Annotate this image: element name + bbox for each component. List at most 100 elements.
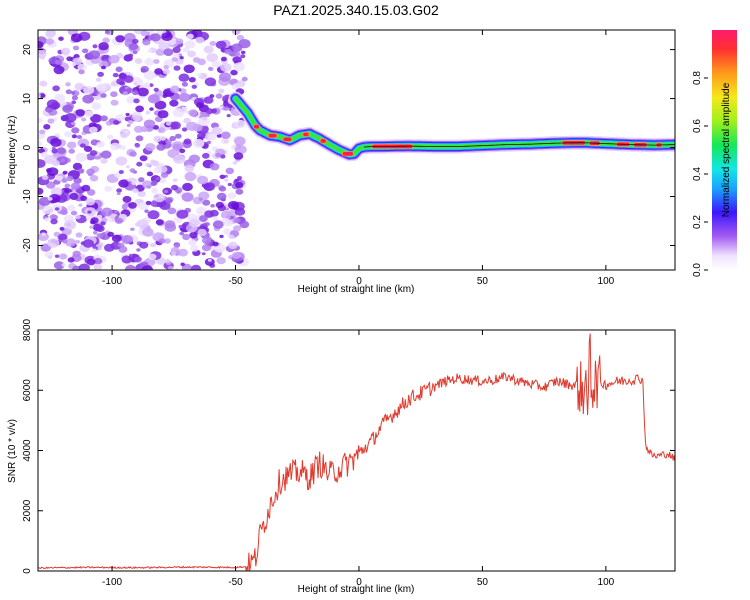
noise-blob [62, 170, 68, 175]
noise-blob [187, 50, 197, 58]
noise-blob [78, 263, 90, 270]
noise-blob [98, 42, 109, 51]
noise-blob [116, 78, 125, 85]
noise-blob [204, 77, 217, 87]
noise-blob [67, 141, 77, 149]
noise-blob [184, 171, 197, 182]
noise-blob [188, 109, 198, 117]
noise-blob [191, 84, 197, 89]
ridge-hot-core [342, 152, 354, 156]
noise-blob [215, 152, 222, 158]
noise-blob [41, 175, 49, 181]
noise-blob [197, 73, 202, 77]
noise-blob [207, 133, 217, 141]
noise-blob [39, 129, 46, 135]
noise-blob [223, 228, 232, 235]
noise-blob [44, 217, 50, 222]
noise-blob [151, 160, 160, 167]
noise-blob [224, 48, 232, 55]
noise-blob [134, 222, 141, 227]
noise-blob [220, 63, 232, 72]
noise-blob [71, 121, 76, 126]
noise-blob [233, 152, 244, 160]
noise-blob [89, 175, 99, 182]
noise-blob [87, 258, 96, 266]
colorbar-label: Normalized spectral amplitude [721, 82, 732, 217]
noise-blob [137, 87, 149, 97]
noise-blob [172, 46, 181, 54]
noise-blob [59, 226, 65, 231]
snr-xtick-label: -50 [228, 577, 243, 588]
noise-blob [203, 45, 214, 54]
noise-blob [188, 219, 200, 228]
noise-blob [116, 192, 121, 196]
noise-blob [178, 224, 183, 229]
spectrogram-xtick-label: 0 [356, 276, 362, 287]
noise-blob [107, 231, 115, 237]
noise-blob [45, 38, 55, 45]
noise-blob [50, 187, 63, 197]
noise-blob [47, 238, 60, 248]
noise-blob [230, 69, 238, 76]
noise-blob [146, 171, 154, 177]
noise-blob [120, 132, 128, 139]
snr-x-axis: -100 -50 0 50 100 [102, 330, 615, 588]
noise-blob [173, 154, 185, 164]
noise-blob [76, 135, 83, 139]
noise-blob [88, 126, 98, 134]
noise-blob [38, 117, 43, 124]
noise-blob [80, 195, 88, 201]
noise-blob [196, 206, 207, 215]
noise-blob [128, 43, 139, 51]
noise-blob [211, 126, 223, 135]
noise-blob [215, 40, 227, 49]
noise-blob [136, 248, 141, 252]
noise-blob [100, 150, 112, 159]
noise-blob [38, 187, 44, 195]
noise-blob [65, 82, 71, 87]
noise-blob [95, 77, 102, 82]
noise-blob [87, 172, 93, 177]
noise-blob [83, 145, 93, 152]
noise-blob [72, 265, 81, 270]
noise-blob [71, 134, 77, 139]
noise-blob [52, 160, 60, 167]
noise-blob [119, 145, 126, 151]
noise-blob [38, 93, 41, 98]
noise-blob [53, 117, 58, 121]
noise-blob [233, 225, 242, 232]
noise-blob [184, 40, 196, 49]
noise-blob [115, 156, 128, 166]
noise-blob [145, 200, 152, 206]
noise-blob [153, 193, 165, 203]
noise-blob [240, 54, 246, 59]
noise-blob [39, 80, 48, 87]
noise-blob [95, 225, 105, 232]
noise-blob [114, 210, 119, 214]
noise-blob [172, 178, 178, 182]
noise-blob [73, 177, 82, 184]
noise-blob [169, 135, 176, 142]
noise-blob [52, 85, 60, 92]
noise-blob [142, 39, 151, 46]
noise-blob [192, 57, 201, 63]
noise-blob [220, 210, 232, 220]
noise-blob [239, 220, 250, 229]
noise-blob [206, 53, 218, 63]
noise-blob [62, 104, 73, 114]
noise-blob [135, 105, 145, 113]
noise-blob [75, 214, 81, 220]
noise-blob [110, 99, 119, 106]
noise-blob [219, 234, 224, 239]
noise-blob [150, 33, 161, 42]
noise-blob [224, 178, 229, 182]
noise-blob [181, 106, 187, 111]
noise-blob [230, 215, 235, 220]
noise-blob [232, 161, 238, 165]
noise-blob [91, 102, 102, 110]
noise-blob [65, 238, 77, 247]
noise-blob [149, 107, 154, 111]
noise-blob [163, 238, 171, 244]
noise-blob [148, 253, 157, 260]
noise-blob [47, 118, 55, 124]
